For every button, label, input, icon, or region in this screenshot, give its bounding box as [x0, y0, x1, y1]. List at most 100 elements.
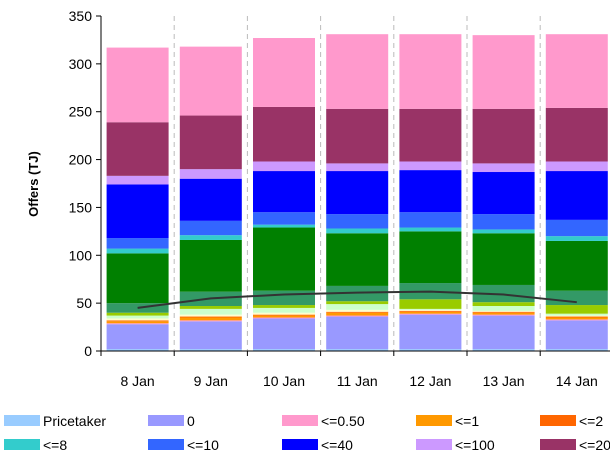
x-tick-label: 8 Jan: [120, 373, 154, 389]
bar-segment: [106, 122, 169, 176]
legend-label: <=100: [455, 437, 495, 453]
y-tick-label: 250: [69, 104, 93, 120]
bar-segment: [253, 317, 315, 319]
bar-segment: [179, 306, 242, 309]
legend-swatch: [282, 415, 318, 426]
legend-label: <=0.50: [321, 413, 365, 429]
bar-segment: [545, 107, 608, 162]
legend-label: 0: [187, 413, 195, 429]
bar-segment: [253, 106, 315, 162]
bar-segment: [399, 309, 462, 311]
y-tick-label: 100: [69, 247, 93, 263]
bar-segment: [179, 308, 242, 315]
bar-segment: [399, 108, 462, 162]
bar-segment: [179, 314, 242, 317]
legend: Pricetaker 0 <=0.50 <=1 <=2 <=8 <=10 <=40 <=100 <…: [4, 413, 610, 453]
bar-segment: [472, 163, 535, 173]
y-tick-label: 200: [69, 152, 93, 168]
bar-segment: [106, 253, 169, 304]
bar-segment: [545, 317, 608, 320]
y-tick-label: 50: [76, 295, 92, 311]
bar-segment: [253, 38, 315, 107]
bar-segment: [326, 233, 389, 286]
legend-swatch: [416, 439, 452, 450]
bar-segment: [472, 233, 535, 285]
bar-segment: [253, 171, 315, 213]
legend-label: <=10: [187, 437, 219, 453]
legend-swatch: [148, 415, 184, 426]
x-tick-label: 14 Jan: [556, 373, 598, 389]
bar-segment: [399, 227, 462, 232]
bar-segment: [326, 108, 389, 164]
bar-segment: [399, 231, 462, 284]
bar-segment: [326, 316, 389, 350]
bar-segment: [545, 305, 608, 314]
bar-segment: [179, 235, 242, 240]
bar-segment: [106, 47, 169, 123]
bar-segment: [179, 320, 242, 322]
bar-segment: [399, 170, 462, 213]
x-tick-label: 11 Jan: [337, 373, 378, 389]
bar-segment: [399, 34, 462, 109]
bar-segment: [472, 349, 535, 351]
legend-label: <=200: [579, 437, 610, 453]
bar-segment: [399, 311, 462, 314]
x-tick-label: 12 Jan: [409, 373, 451, 389]
x-tick-label: 10 Jan: [263, 373, 305, 389]
bar-segment: [253, 161, 315, 172]
bar-segment: [106, 320, 169, 322]
bar-segment: [545, 171, 608, 220]
bar-segment: [179, 317, 242, 321]
y-tick-label: 350: [69, 8, 93, 24]
bar-segment: [106, 318, 169, 321]
legend-swatch: [416, 415, 452, 426]
bar-segment: [106, 175, 169, 185]
legend-label: <=1: [455, 413, 479, 429]
bar-segment: [106, 312, 169, 316]
bar-segment: [253, 318, 315, 350]
bar-segment: [545, 313, 608, 316]
bar-segment: [179, 220, 242, 236]
bar-segment: [253, 307, 315, 313]
bar-segment: [326, 349, 389, 351]
bar-segment: [326, 34, 389, 109]
bar-segment: [253, 224, 315, 228]
bar-segment: [399, 349, 462, 351]
bar-segment: [399, 299, 462, 309]
bar-segment: [326, 301, 389, 305]
bar-segment: [106, 324, 169, 350]
bar-segment: [545, 349, 608, 351]
bar-segment: [472, 214, 535, 230]
bar-segment: [106, 248, 169, 254]
legend-swatch: [4, 415, 40, 426]
bar-segment: [326, 304, 389, 310]
bar-segment: [545, 315, 608, 317]
y-tick-label: 300: [69, 56, 93, 72]
bar-segment: [399, 313, 462, 315]
bar-segment: [179, 321, 242, 350]
bar-segment: [399, 310, 462, 312]
bar-segment: [326, 171, 389, 215]
bar-segment: [253, 315, 315, 318]
bar-segment: [545, 320, 608, 350]
bar-segment: [179, 178, 242, 221]
bar-segment: [472, 306, 535, 311]
bar-segment: [545, 319, 608, 321]
bar-segment: [472, 302, 535, 307]
legend-label: <=40: [321, 437, 353, 453]
bar-segment: [106, 303, 169, 313]
x-tick-label: 13 Jan: [483, 373, 525, 389]
bar-segment: [399, 161, 462, 171]
bar-segment: [472, 108, 535, 164]
bar-segment: [545, 240, 608, 291]
overlay-line: [137, 290, 577, 309]
bar-segment: [326, 228, 389, 234]
legend-swatch: [540, 415, 576, 426]
bar-segment: [326, 214, 389, 229]
bar-segment: [472, 310, 535, 312]
bar-area: [106, 16, 608, 351]
bar-segment: [326, 315, 389, 317]
bar-segment: [179, 169, 242, 179]
bar-segment: [179, 349, 242, 351]
